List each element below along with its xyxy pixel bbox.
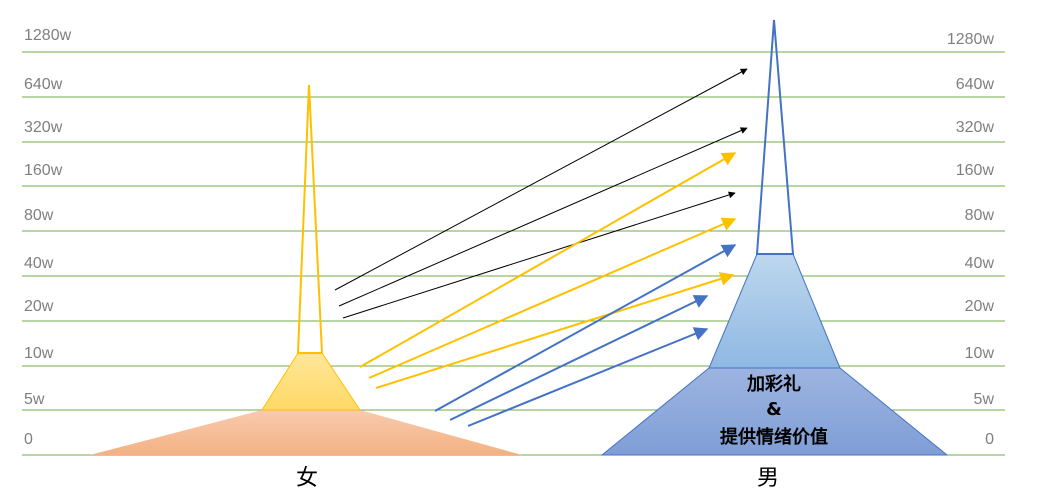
blue-arrow-1 bbox=[434, 244, 737, 412]
left-label-80w: 80w bbox=[24, 207, 54, 224]
right-label-20w: 20w bbox=[965, 298, 995, 315]
male-pyramid-middle bbox=[708, 253, 841, 369]
left-label-5w: 5w bbox=[24, 391, 45, 408]
yellow-arrows bbox=[359, 152, 737, 389]
yellow-arrow-2 bbox=[368, 217, 737, 379]
left-label-20w: 20w bbox=[24, 298, 54, 315]
yellow-arrow-1 bbox=[359, 152, 737, 368]
male-label: 男 bbox=[757, 466, 779, 491]
female-pyramid-middle bbox=[261, 352, 361, 411]
male-pyramid: 加彩礼 & 提供情绪价值 男 bbox=[600, 19, 949, 491]
right-label-80w: 80w bbox=[965, 207, 995, 224]
left-label-640w: 640w bbox=[24, 76, 63, 93]
black-arrows bbox=[334, 68, 748, 319]
left-label-320w: 320w bbox=[24, 119, 63, 136]
yellow-arrow-3 bbox=[375, 272, 735, 389]
female-pyramid-spire bbox=[296, 84, 324, 354]
female-pyramid-base bbox=[90, 410, 522, 455]
blue-arrows bbox=[434, 244, 737, 427]
right-label-40w: 40w bbox=[965, 255, 995, 272]
left-label-40w: 40w bbox=[24, 255, 54, 272]
gridlines bbox=[22, 51, 1005, 456]
female-label: 女 bbox=[296, 466, 318, 491]
black-arrow-1 bbox=[334, 68, 748, 291]
left-label-0: 0 bbox=[24, 431, 33, 448]
male-center-label-line-3: 提供情绪价值 bbox=[720, 426, 828, 448]
left-label-10w: 10w bbox=[24, 345, 54, 362]
left-label-160w: 160w bbox=[24, 162, 63, 179]
blue-arrow-2 bbox=[449, 295, 709, 421]
right-label-1280w: 1280w bbox=[947, 31, 995, 48]
left-axis-labels: 0 5w 10w 20w 40w 80w 160w 320w 640w 1280… bbox=[24, 27, 72, 448]
right-label-640w: 640w bbox=[956, 76, 995, 93]
left-label-1280w: 1280w bbox=[24, 27, 72, 44]
male-pyramid-spire bbox=[755, 19, 795, 255]
right-label-5w: 5w bbox=[974, 391, 995, 408]
black-arrow-3 bbox=[342, 191, 736, 319]
male-center-label-line-2: & bbox=[766, 399, 782, 420]
right-axis-labels: 0 5w 10w 20w 40w 80w 160w 320w 640w 1280… bbox=[947, 31, 995, 448]
right-label-160w: 160w bbox=[956, 162, 995, 179]
right-label-10w: 10w bbox=[965, 345, 995, 362]
male-center-label-line-1: 加彩礼 bbox=[746, 373, 801, 395]
right-label-320w: 320w bbox=[956, 119, 995, 136]
black-arrow-2 bbox=[338, 127, 748, 307]
female-pyramid: 女 bbox=[90, 84, 522, 491]
right-label-0: 0 bbox=[985, 431, 994, 448]
blue-arrow-3 bbox=[467, 327, 709, 427]
